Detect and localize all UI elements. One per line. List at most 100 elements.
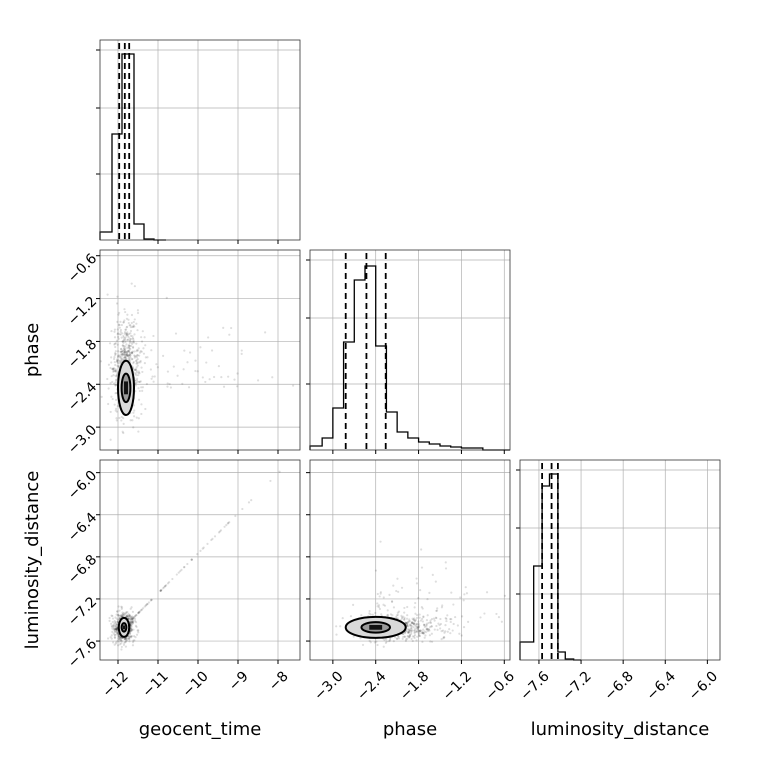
sample-point xyxy=(146,602,149,606)
sample-point xyxy=(409,624,412,627)
sample-point xyxy=(117,635,120,638)
sample-point xyxy=(454,615,457,619)
sample-point xyxy=(113,330,116,333)
sample-point xyxy=(131,352,134,355)
sample-point xyxy=(166,370,170,373)
sample-point xyxy=(127,349,130,352)
sample-point xyxy=(131,617,134,620)
sample-point xyxy=(415,622,418,626)
sample-point xyxy=(369,613,372,616)
sample-point xyxy=(136,629,139,632)
sample-point xyxy=(376,602,379,605)
sample-point xyxy=(464,586,467,589)
sample-point xyxy=(132,426,135,429)
sample-point xyxy=(134,624,137,627)
sample-point xyxy=(129,622,132,625)
sample-point xyxy=(439,627,442,630)
sample-point xyxy=(137,611,140,614)
sample-point xyxy=(120,356,123,360)
sample-point xyxy=(150,377,153,380)
sample-point xyxy=(117,613,120,617)
sample-point xyxy=(126,346,129,350)
sample-point xyxy=(425,623,428,627)
sample-point xyxy=(137,629,140,632)
sample-point xyxy=(117,354,120,357)
sample-point xyxy=(139,361,142,364)
sample-point xyxy=(396,637,399,640)
sample-point xyxy=(146,356,149,359)
sample-point xyxy=(119,637,122,640)
sample-point xyxy=(241,507,244,511)
sample-point xyxy=(114,370,117,373)
sample-point xyxy=(117,337,120,340)
sample-point xyxy=(136,362,139,365)
sample-point xyxy=(120,607,123,610)
sample-point xyxy=(129,627,133,630)
sample-point xyxy=(413,633,417,637)
sample-point xyxy=(382,645,385,648)
hist-panel-geocent_time xyxy=(96,39,301,244)
sample-point xyxy=(497,616,501,619)
sample-point xyxy=(115,417,118,420)
sample-point xyxy=(126,614,129,617)
sample-point xyxy=(396,611,399,614)
sample-point xyxy=(132,415,136,418)
sample-point xyxy=(129,631,132,634)
xlabel-geocent-time: geocent_time xyxy=(139,719,262,740)
sample-point xyxy=(113,342,117,345)
sample-point xyxy=(187,386,191,389)
sample-point xyxy=(138,611,141,614)
y-tick-label: −1.2 xyxy=(65,294,100,329)
sample-point xyxy=(413,629,416,632)
sample-point xyxy=(124,340,127,344)
sample-point xyxy=(210,349,214,352)
sample-point xyxy=(126,614,129,617)
sample-point xyxy=(127,355,130,358)
sample-point xyxy=(430,625,433,628)
sample-point xyxy=(114,627,117,631)
sample-point xyxy=(117,605,120,608)
sample-point xyxy=(116,620,119,623)
sample-point xyxy=(407,635,410,638)
sample-point xyxy=(123,356,126,359)
sample-point xyxy=(127,336,130,339)
sample-point xyxy=(378,607,382,611)
sample-point xyxy=(130,351,133,354)
sample-point xyxy=(425,619,429,622)
sample-point xyxy=(119,350,122,353)
sample-point xyxy=(112,624,115,627)
sample-point xyxy=(128,337,132,340)
sample-point xyxy=(139,380,142,383)
sample-point xyxy=(404,622,408,625)
sample-point xyxy=(125,326,128,329)
sample-point xyxy=(133,617,137,621)
sample-point xyxy=(121,359,124,362)
sample-point xyxy=(147,601,151,604)
sample-point xyxy=(131,621,134,625)
sample-point xyxy=(166,385,169,388)
sample-point xyxy=(438,623,441,627)
sample-point xyxy=(391,614,394,617)
sample-point xyxy=(124,348,127,351)
sample-point xyxy=(133,318,136,321)
sample-point xyxy=(116,623,119,626)
sample-point xyxy=(117,335,120,339)
sample-point xyxy=(115,419,118,422)
sample-point xyxy=(135,633,139,636)
sample-point xyxy=(383,604,387,607)
sample-point xyxy=(211,537,214,541)
sample-point xyxy=(130,618,133,621)
sample-point xyxy=(124,351,127,354)
sample-point xyxy=(123,351,126,354)
sample-point xyxy=(128,614,131,618)
sample-point xyxy=(114,627,118,630)
sample-point xyxy=(138,351,142,354)
sample-point xyxy=(430,632,433,635)
sample-point xyxy=(418,630,422,633)
sample-point xyxy=(112,367,116,370)
x-tick-label: −7.2 xyxy=(559,668,594,703)
sample-point xyxy=(124,328,128,331)
sample-point xyxy=(128,347,131,350)
sample-point xyxy=(125,334,128,337)
sample-point xyxy=(121,344,124,347)
